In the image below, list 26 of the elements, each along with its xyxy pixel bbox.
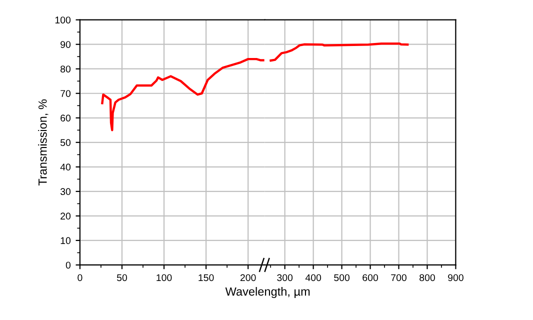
- y-tick-label: 10: [60, 237, 71, 244]
- y-tick-label: 20: [60, 212, 71, 220]
- x-tick-label: 500: [334, 274, 350, 282]
- line-series: [101, 58, 264, 132]
- x-tick-label: 200: [240, 274, 256, 282]
- x-tick-label: 700: [391, 274, 406, 282]
- y-tick-label: 0: [66, 262, 71, 269]
- y-tick-label: 50: [60, 139, 71, 146]
- x-tick-label: 300: [277, 274, 293, 282]
- x-axis-title: Wavelength, µm: [225, 287, 310, 298]
- x-tick-label: 150: [198, 274, 214, 282]
- y-tick-label: 90: [60, 41, 71, 48]
- y-tick-label: 70: [60, 90, 71, 97]
- x-tick-label: 0: [78, 274, 82, 282]
- y-axis-title: Transmission, %: [38, 99, 48, 186]
- y-tick-label: 100: [55, 16, 71, 24]
- y-tick-label: 30: [60, 188, 71, 196]
- x-tick-label: 400: [305, 274, 322, 282]
- x-tick-label: 900: [448, 274, 464, 282]
- y-tick-label: 40: [60, 164, 71, 171]
- x-tick-label: 800: [420, 274, 435, 282]
- x-tick-label: 100: [156, 274, 172, 282]
- x-tick-label: 600: [362, 274, 378, 282]
- y-tick-label: 60: [60, 114, 71, 122]
- y-tick-label: 80: [60, 66, 71, 72]
- x-tick-label: 50: [116, 274, 128, 282]
